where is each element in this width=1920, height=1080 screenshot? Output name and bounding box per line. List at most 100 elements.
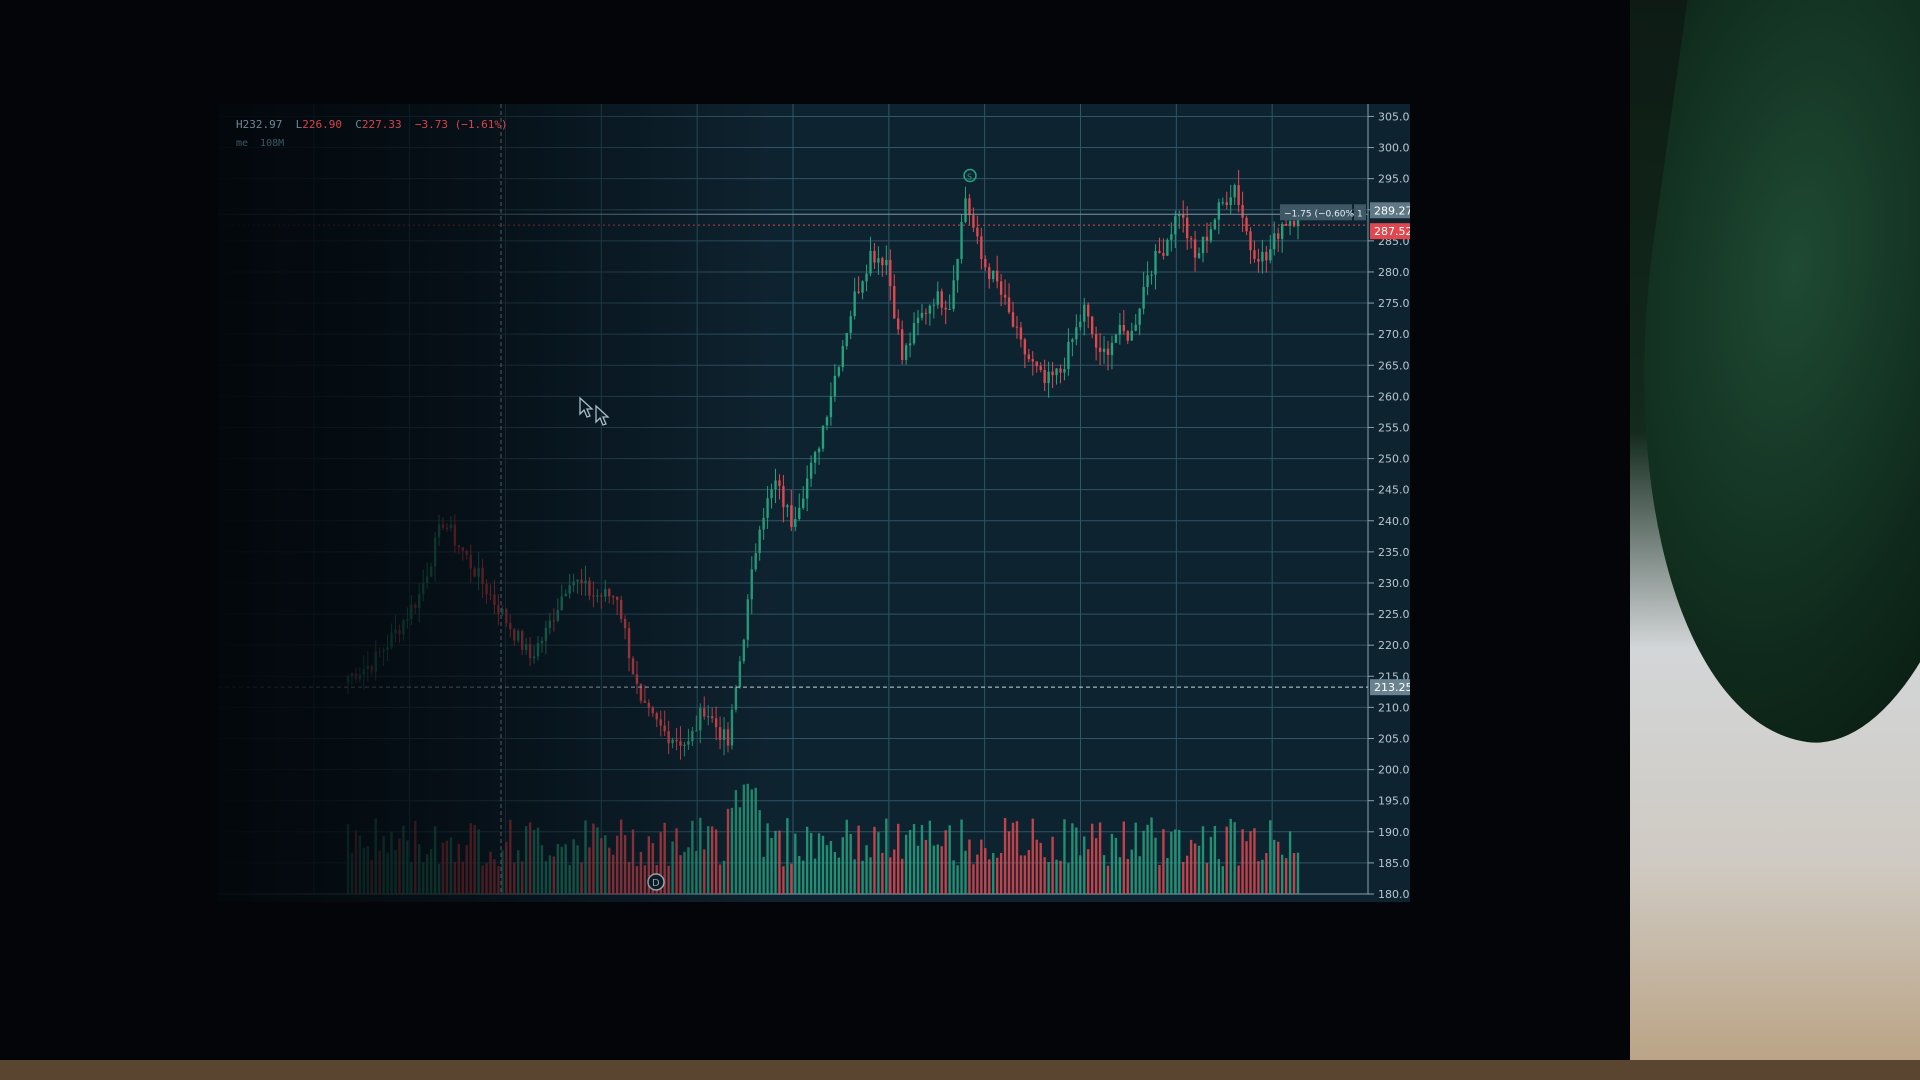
volume-bar — [623, 835, 627, 894]
volume-bar — [489, 851, 492, 894]
volume-bar — [1217, 859, 1221, 894]
candle-body — [1003, 294, 1007, 298]
volume-bar — [1094, 838, 1098, 894]
close-value: 227.33 — [361, 118, 402, 131]
volume-bar — [350, 852, 354, 894]
volume-bar — [564, 844, 567, 894]
volume-bar — [1269, 820, 1272, 894]
volume-bar — [718, 864, 722, 894]
candle-body — [968, 198, 971, 216]
volume-bar — [885, 818, 888, 894]
candle-body — [766, 498, 769, 518]
high-value: 232.97 — [242, 118, 283, 131]
volume-bar — [1039, 842, 1042, 894]
candlestick-chart[interactable]: 180.00 185.00 190.00 195.00 200.00 205.00 210.… — [218, 104, 1410, 902]
candle-body — [497, 604, 500, 615]
volume-bar — [532, 829, 536, 894]
volume-bar — [897, 823, 900, 894]
candle-body — [972, 215, 975, 228]
y-tick-label: 225.00 — [1378, 608, 1410, 621]
candle-body — [778, 480, 781, 486]
ohlc-readout: H232.97 L226.90 C227.33 −3.73 (−1.61%) — [236, 118, 508, 131]
candle-body — [366, 665, 369, 670]
qty-tag-bg — [1354, 204, 1366, 221]
volume-bar — [1182, 861, 1185, 894]
volume-bar — [1229, 818, 1232, 894]
candle-body — [960, 221, 963, 259]
candle-body — [1249, 231, 1252, 251]
candle-body — [1098, 347, 1102, 352]
volume-bar — [766, 823, 769, 894]
candle-body — [453, 524, 457, 546]
candle-body — [1035, 361, 1038, 367]
candle-body — [924, 312, 928, 314]
volume-bar — [952, 860, 955, 894]
volume-bar — [932, 845, 936, 894]
candle-body — [877, 258, 880, 263]
candle-body — [1257, 258, 1260, 262]
candle-body — [794, 519, 797, 527]
volume-bar — [809, 833, 813, 894]
volume-bar — [671, 841, 674, 894]
volume-bar — [588, 847, 591, 894]
candle-body — [346, 676, 350, 683]
candle-body — [853, 291, 856, 317]
volume-bar — [619, 819, 623, 894]
candle-body — [699, 708, 702, 731]
volume-bar — [790, 863, 793, 894]
candle-body — [908, 343, 912, 346]
candle-body — [509, 623, 512, 630]
candle-body — [714, 718, 718, 728]
candle-body — [635, 674, 639, 684]
volume-bar — [604, 835, 607, 894]
candle-body — [774, 480, 777, 490]
candle-body — [540, 640, 544, 644]
candle-body — [722, 729, 726, 740]
volume-bar — [786, 818, 789, 894]
volume-bar — [497, 865, 500, 894]
volume-bar — [1265, 853, 1268, 894]
candle-body — [536, 643, 540, 657]
candle-body — [734, 687, 738, 710]
chart-screen[interactable]: 180.00 185.00 190.00 195.00 200.00 205.00 210.… — [218, 104, 1410, 902]
candle-body — [572, 581, 575, 586]
volume-bar — [912, 824, 916, 894]
volume-bar — [758, 810, 761, 894]
candle-body — [414, 604, 417, 609]
candle-body — [386, 647, 389, 650]
candle-body — [920, 312, 924, 318]
candle-body — [893, 285, 896, 319]
volume-bar — [473, 824, 476, 894]
candle-body — [802, 498, 805, 508]
candle-body — [1031, 359, 1034, 362]
volume-bar — [398, 838, 401, 894]
y-tick-label: 230.00 — [1378, 577, 1410, 590]
volume-bar — [908, 830, 912, 894]
candle-body — [1094, 334, 1098, 348]
candle-body — [394, 629, 397, 633]
volume-bar — [1027, 850, 1031, 894]
candle-body — [429, 566, 433, 577]
volume-bar — [362, 847, 366, 894]
volume-bar — [802, 860, 805, 894]
candle-body — [619, 599, 623, 619]
high-label: H — [236, 118, 243, 131]
volume-bar — [1280, 854, 1284, 894]
candle-body — [992, 270, 995, 280]
candle-body — [1225, 202, 1228, 206]
volume-bar — [548, 855, 552, 894]
volume-bar — [584, 820, 587, 894]
y-tick-label: 205.00 — [1378, 732, 1410, 745]
candle-body — [805, 478, 809, 499]
candle-body — [1051, 371, 1054, 376]
candle-body — [687, 741, 690, 745]
volume-bar — [1162, 829, 1165, 894]
candle-body — [485, 583, 488, 595]
candle-body — [1079, 321, 1082, 328]
candle-body — [374, 651, 377, 672]
y-tick-label: 235.00 — [1378, 546, 1410, 559]
volume-bar — [528, 822, 532, 894]
volume-bar — [457, 843, 461, 894]
y-tick-label: 255.00 — [1378, 421, 1410, 434]
candle-body — [505, 608, 508, 624]
